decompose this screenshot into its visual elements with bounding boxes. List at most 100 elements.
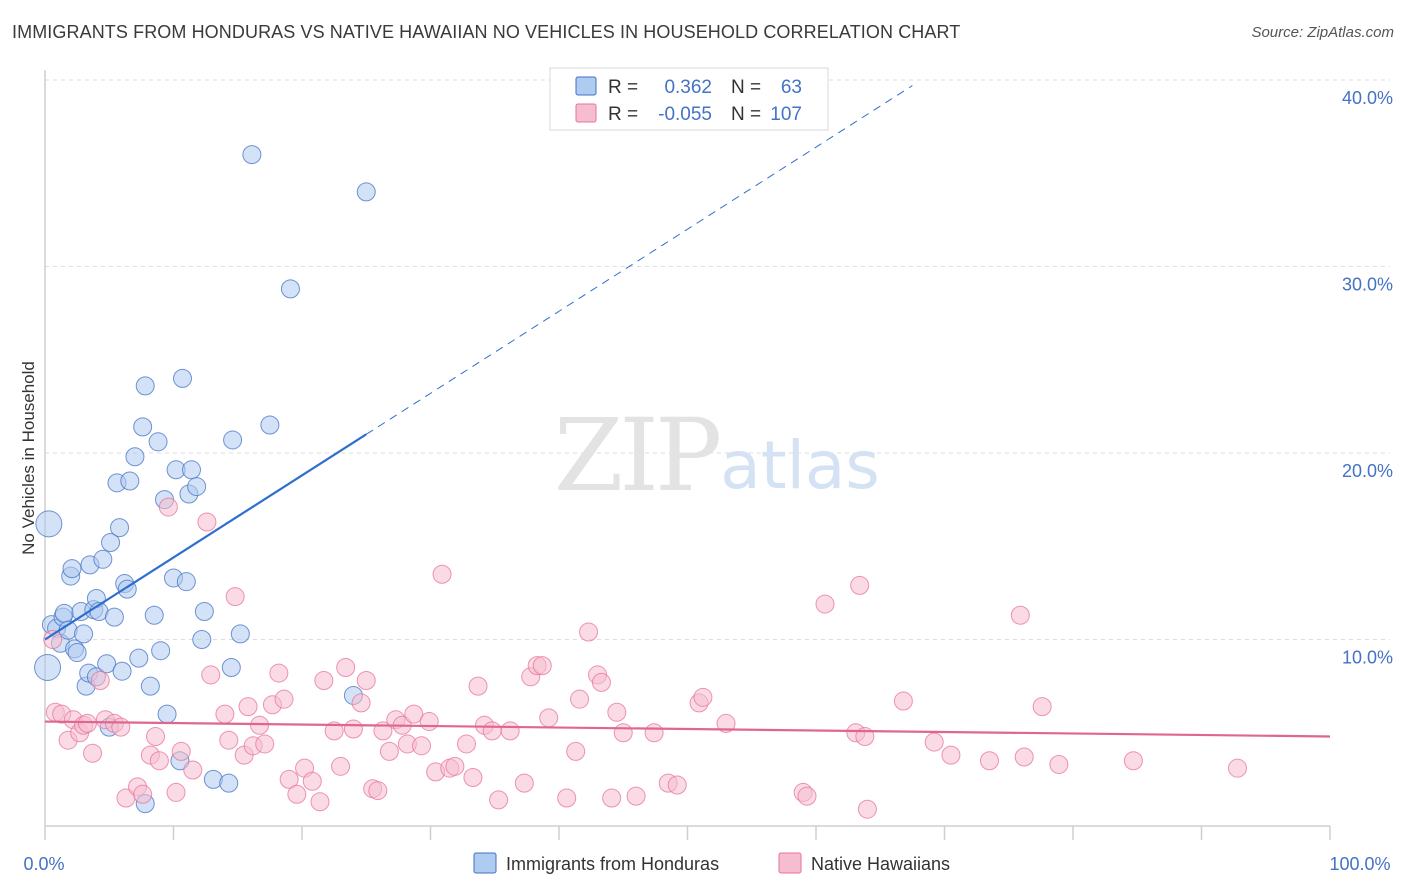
series-legend: Immigrants from Honduras Native Hawaiian…: [473, 852, 950, 874]
y-axis-label: No Vehicles in Household: [19, 361, 38, 555]
point-honduras-27: [110, 518, 130, 538]
point-hawaiians-67: [489, 790, 509, 810]
point-hawaiians-96: [857, 799, 877, 819]
axes-layer: [44, 70, 1330, 827]
legend-r-label-1: R =: [608, 77, 638, 98]
point-honduras-0: [35, 510, 63, 538]
legend-n-label-1: N =: [731, 77, 761, 98]
point-honduras-59: [280, 279, 300, 299]
point-hawaiians-72: [532, 656, 552, 676]
point-hawaiians-42: [324, 721, 344, 741]
point-hawaiians-44: [336, 657, 356, 677]
legend-n-value-1: 63: [781, 77, 802, 98]
point-hawaiians-34: [269, 663, 289, 683]
point-hawaiians-80: [602, 788, 622, 808]
point-honduras-24: [101, 533, 121, 553]
y-tick-label-0: 10.0%: [1342, 648, 1393, 668]
point-honduras-31: [120, 471, 140, 491]
stats-legend: R = 0.362 N = 63 R = -0.055 N = 107: [549, 67, 829, 131]
point-hawaiians-99: [941, 745, 961, 765]
point-hawaiians-46: [351, 693, 371, 713]
point-honduras-9: [62, 559, 82, 579]
trend-line-honduras: [44, 433, 367, 641]
point-honduras-48: [181, 460, 201, 480]
series-swatch-hawaiians: [778, 852, 802, 874]
point-hawaiians-40: [310, 792, 330, 812]
point-honduras-53: [219, 773, 239, 793]
x-tick-label-max: 100.0%: [1329, 854, 1390, 874]
point-honduras-56: [230, 624, 250, 644]
point-honduras-58: [260, 415, 280, 435]
point-hawaiians-17: [146, 726, 166, 746]
point-honduras-25: [104, 607, 124, 627]
point-honduras-57: [242, 145, 262, 165]
point-hawaiians-57: [419, 712, 439, 732]
watermark-zip: ZIP: [554, 397, 719, 514]
point-hawaiians-12: [111, 717, 131, 737]
point-hawaiians-37: [287, 784, 307, 804]
y-tick-label-1: 20.0%: [1342, 461, 1393, 481]
point-hawaiians-26: [219, 730, 239, 750]
trend-lines: [44, 85, 1331, 738]
point-hawaiians-7: [77, 713, 97, 733]
point-honduras-49: [187, 477, 207, 497]
point-hawaiians-41: [314, 671, 334, 691]
point-honduras-22: [97, 654, 117, 674]
point-hawaiians-56: [412, 736, 432, 756]
point-honduras-1: [34, 653, 62, 681]
x-tick-labels: 0.0% 100.0%: [23, 854, 1390, 874]
y-tick-labels: 10.0% 20.0% 30.0% 40.0%: [1342, 88, 1393, 668]
point-hawaiians-83: [626, 786, 646, 806]
point-honduras-37: [144, 605, 164, 625]
point-hawaiians-77: [579, 622, 599, 642]
point-hawaiians-19: [158, 497, 178, 517]
point-honduras-36: [140, 676, 160, 696]
legend-n-value-2: 107: [770, 104, 802, 125]
point-hawaiians-103: [1032, 697, 1052, 717]
point-hawaiians-106: [1227, 758, 1247, 778]
y-tick-label-3: 40.0%: [1342, 88, 1393, 108]
point-hawaiians-27: [225, 587, 245, 607]
point-honduras-21: [93, 549, 113, 569]
point-honduras-34: [133, 417, 153, 437]
point-hawaiians-82: [613, 723, 633, 743]
point-honduras-55: [223, 430, 243, 450]
point-hawaiians-76: [570, 689, 590, 709]
point-hawaiians-84: [644, 723, 664, 743]
point-hawaiians-100: [979, 751, 999, 771]
point-hawaiians-64: [468, 676, 488, 696]
point-honduras-32: [125, 447, 145, 467]
series-label-honduras: Immigrants from Honduras: [506, 854, 719, 874]
watermark-atlas: atlas: [720, 427, 880, 504]
point-hawaiians-86: [667, 775, 687, 795]
point-honduras-45: [172, 368, 192, 388]
point-honduras-51: [194, 602, 214, 622]
point-honduras-39: [151, 641, 171, 661]
point-honduras-33: [129, 648, 149, 668]
legend-swatch-pink: [575, 103, 597, 123]
point-hawaiians-79: [591, 672, 611, 692]
point-hawaiians-21: [171, 741, 191, 761]
legend-r-value-2: -0.055: [658, 104, 712, 125]
point-hawaiians-36: [279, 769, 299, 789]
point-hawaiians-51: [379, 741, 399, 761]
point-hawaiians-97: [893, 691, 913, 711]
point-hawaiians-55: [404, 704, 424, 724]
point-hawaiians-68: [500, 721, 520, 741]
point-hawaiians-102: [1014, 747, 1034, 767]
point-hawaiians-49: [368, 781, 388, 801]
point-honduras-28: [112, 661, 132, 681]
point-hawaiians-32: [255, 734, 275, 754]
point-hawaiians-95: [850, 575, 870, 595]
point-hawaiians-104: [1049, 754, 1069, 774]
point-hawaiians-22: [183, 760, 203, 780]
point-honduras-41: [157, 704, 177, 724]
point-hawaiians-9: [90, 671, 110, 691]
point-hawaiians-62: [456, 734, 476, 754]
point-hawaiians-39: [302, 771, 322, 791]
point-honduras-38: [148, 432, 168, 452]
point-hawaiians-59: [432, 564, 452, 584]
point-honduras-35: [135, 376, 155, 396]
point-hawaiians-47: [356, 671, 376, 691]
point-honduras-46: [176, 572, 196, 592]
